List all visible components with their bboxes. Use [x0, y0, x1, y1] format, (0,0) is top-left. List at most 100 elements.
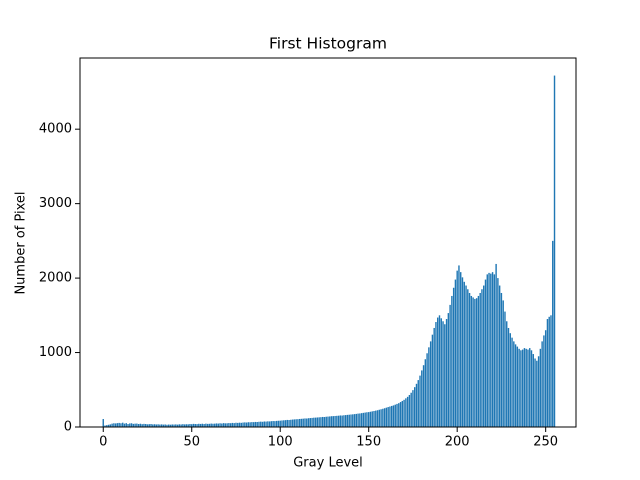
bar: [160, 424, 163, 427]
bar: [454, 279, 457, 427]
bar: [488, 272, 490, 427]
bar: [233, 423, 235, 427]
bar: [327, 416, 329, 427]
bar: [421, 370, 423, 427]
bar: [286, 419, 289, 427]
bar: [136, 423, 138, 427]
bar: [237, 422, 239, 427]
bar: [143, 423, 145, 427]
bar: [514, 344, 517, 427]
bar: [458, 265, 460, 427]
bar: [187, 424, 189, 427]
bar: [516, 346, 519, 427]
bar: [382, 408, 384, 427]
bar: [256, 422, 258, 427]
bar: [390, 405, 393, 427]
bar: [525, 348, 527, 427]
bar: [366, 412, 368, 427]
bar: [507, 327, 510, 427]
bar: [274, 421, 276, 427]
bar: [251, 422, 253, 427]
bar: [399, 402, 402, 427]
bar: [194, 424, 196, 427]
bar: [348, 414, 350, 427]
bar: [263, 421, 266, 427]
bar: [267, 421, 269, 427]
bar: [293, 419, 296, 427]
bar: [523, 348, 526, 427]
bar: [300, 418, 303, 427]
bar: [383, 408, 386, 427]
bar: [463, 281, 465, 427]
bar: [171, 424, 173, 427]
bar: [189, 424, 191, 427]
bar: [467, 289, 469, 427]
bar: [245, 422, 248, 427]
bar: [484, 279, 487, 427]
bar: [252, 422, 255, 427]
bar: [330, 416, 333, 427]
bar: [228, 423, 230, 427]
bar: [297, 419, 299, 427]
bar: [433, 327, 435, 427]
bar: [385, 407, 388, 427]
bar: [468, 292, 471, 427]
bar: [344, 415, 347, 427]
bar: [394, 404, 396, 427]
bar: [113, 423, 115, 427]
bar: [343, 415, 345, 427]
bar: [242, 422, 244, 427]
bar: [323, 417, 326, 427]
bar: [316, 417, 319, 427]
y-tick-label: 2000: [39, 271, 72, 286]
x-axis-label: Gray Level: [293, 456, 363, 471]
bar: [460, 272, 462, 427]
bar: [329, 416, 331, 427]
bar: [389, 406, 391, 427]
y-tick-label: 4000: [39, 122, 72, 137]
bar: [214, 423, 216, 427]
bar: [475, 298, 478, 427]
bar: [166, 424, 168, 427]
bar: [217, 423, 219, 427]
bar: [265, 421, 267, 427]
bar: [387, 407, 389, 427]
bar: [367, 412, 370, 427]
bar: [191, 424, 193, 427]
bar: [465, 285, 467, 427]
x-tick-label: 200: [445, 435, 470, 450]
bar: [373, 410, 375, 427]
bar: [173, 424, 175, 427]
bar: [539, 348, 542, 427]
bar: [376, 410, 379, 427]
bar: [474, 298, 476, 427]
bar: [520, 350, 522, 427]
bar: [364, 412, 366, 427]
bar: [419, 375, 421, 427]
bar: [180, 424, 182, 427]
bar: [168, 424, 170, 427]
bar: [357, 413, 359, 427]
bar: [298, 418, 301, 427]
bar: [104, 425, 106, 427]
bar: [284, 420, 287, 427]
bar: [157, 424, 159, 427]
bar: [544, 330, 547, 427]
bar: [521, 349, 524, 427]
bar: [238, 422, 241, 427]
bar: [491, 272, 494, 427]
bar: [107, 424, 110, 427]
bar: [159, 424, 161, 427]
bar: [431, 334, 434, 427]
bar: [486, 274, 488, 427]
bar: [205, 423, 207, 427]
bar: [206, 423, 209, 427]
bar: [490, 273, 492, 427]
bar: [359, 413, 361, 427]
bar: [114, 423, 117, 427]
bar: [231, 422, 234, 427]
bar: [226, 423, 228, 427]
bar: [221, 423, 223, 427]
bar: [270, 421, 273, 427]
bar: [426, 353, 428, 427]
